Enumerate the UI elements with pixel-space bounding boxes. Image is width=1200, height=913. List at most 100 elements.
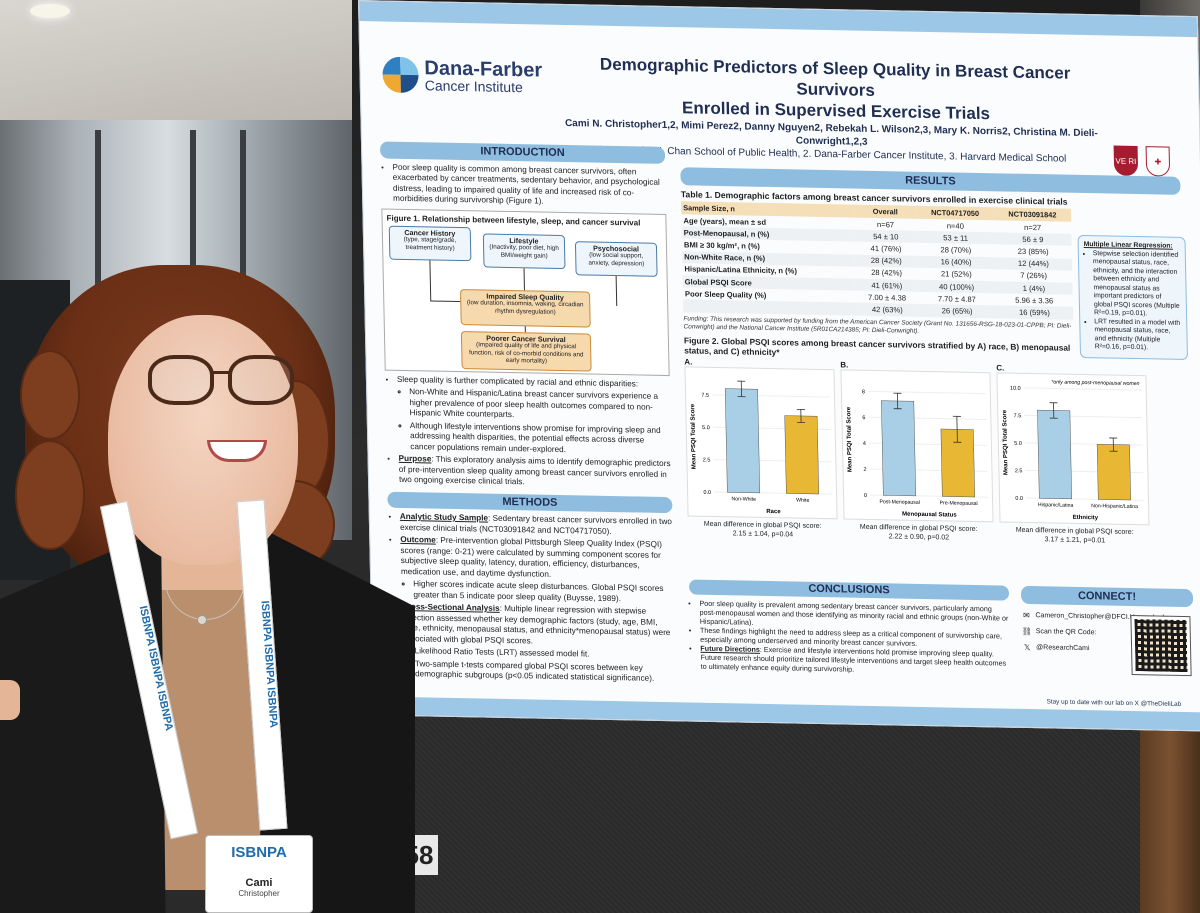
connector (429, 259, 432, 300)
category-label: Post-Menopausal (879, 499, 919, 506)
chart-panel-2: C. 0.0 2.5 5.0 7.5 10.0 Mean PSQI Total Score H… (996, 363, 1150, 546)
y-tick-label: 8 (862, 389, 865, 395)
mlr-bullet-2: LRT resulted in a model with menopausal … (1094, 318, 1182, 354)
hms-shield-icon: ✚ (1145, 146, 1171, 177)
node-psychosocial: Psychosocial (low social support, anxiety… (574, 240, 658, 277)
intro-sub-1: Non-White and Hispanic/Latina breast can… (409, 387, 671, 424)
table-1: Sample Size, n Overall NCT04717050 NCT03091… (681, 201, 1074, 320)
board-texture (400, 700, 1150, 913)
x-icon: 𝕏 (1023, 642, 1031, 652)
x-axis-label: Race (766, 508, 781, 514)
results-column: RESULTS Table 1. Demographic factors amo… (680, 167, 1181, 544)
y-tick-label: 2.5 (1015, 468, 1023, 474)
error-bar (956, 415, 958, 442)
table-cell: 26 (65%) (918, 304, 996, 318)
y-tick-label: 7.5 (1014, 413, 1022, 419)
lens-right (228, 355, 294, 405)
connector (615, 275, 618, 306)
intro-bullet-1: Poor sleep quality is common among breas… (392, 162, 666, 209)
node-lifestyle: Lifestyle (Inactivity, poor diet, high BM… (482, 232, 566, 269)
left-column: INTRODUCTION Poor sleep quality is commo… (379, 141, 676, 686)
node-cancer-history: Cancer History (type, stage/grade, treatm… (388, 225, 472, 261)
grid-line (1023, 386, 1142, 391)
y-tick-label: 5.0 (1014, 440, 1022, 446)
pendant (197, 615, 207, 625)
y-tick-label: 0 (864, 492, 867, 498)
y-tick-label: 0.0 (703, 489, 711, 495)
methods-sample: Analytic Study Sample: Sedentary breast … (400, 512, 673, 538)
link-icon: ⛓ (1021, 626, 1032, 636)
chart-caption: Mean difference in global PSQI score: 3.1… (1000, 525, 1150, 546)
bar (881, 399, 917, 496)
bar (1096, 443, 1131, 500)
table-cell: 42 (63%) (856, 302, 919, 317)
hair-curl (15, 440, 85, 550)
grid-line (867, 390, 986, 394)
table-cell: 16 (59%) (995, 305, 1074, 320)
bar (1037, 409, 1072, 499)
methods-outcome: Outcome: Pre-intervention global Pittsbu… (400, 535, 674, 582)
methods-heading: METHODS (387, 491, 673, 514)
methods-outcome-sub: Higher scores indicate acute sleep distu… (413, 579, 674, 605)
y-tick-label: 7.5 (701, 392, 709, 398)
hand (0, 680, 20, 720)
lens-left (148, 355, 214, 405)
purpose-item: Purpose: This exploratory analysis aims … (398, 454, 672, 491)
y-tick-label: 0.0 (1015, 495, 1023, 501)
funding-note: Funding: This research was supported by … (683, 314, 1072, 335)
mlr-box: Multiple Linear Regression: Stepwise sel… (1077, 234, 1189, 360)
mlr-bullet-1: Stepwise selection identified menopausal… (1093, 250, 1181, 320)
glasses-bridge (212, 371, 230, 374)
x-handle: @ResearchCami (1036, 643, 1090, 652)
conclusions-heading: CONCLUSIONS (688, 579, 1010, 601)
figure-1: Figure 1. Relationship between lifestyle… (381, 207, 670, 376)
chart-svg: 0.0 2.5 5.0 7.5 Mean PSQI Total Score Non-Whi… (684, 365, 838, 519)
badge-name: Cami (245, 877, 273, 889)
connector (523, 267, 525, 290)
intro-sub-2: Although lifestyle interventions show pr… (410, 421, 672, 458)
y-tick-label: 6 (862, 415, 865, 421)
methods-analysis-sub-2: Two-sample t-tests compared global PSQI … (415, 659, 676, 685)
badge-logo: ISBNPA (231, 844, 287, 861)
research-poster: Dana-Farber Cancer Institute Demographic… (358, 0, 1200, 732)
lab-footer: Stay up to date with our lab on X @TheDi… (1046, 698, 1182, 708)
y-tick-label: 5.0 (702, 424, 710, 430)
y-tick-label: 10.0 (1010, 385, 1021, 391)
harvard-shields: VE RI ✚ (1113, 145, 1171, 177)
methods-analysis: Cross-Sectional Analysis: Multiple linea… (402, 602, 676, 649)
x-axis-label: Menopausal Status (902, 511, 957, 518)
connector (430, 299, 461, 302)
connect-heading: CONNECT! (1020, 585, 1194, 608)
conclusion-3: Future Directions: Exercise and lifestyl… (700, 644, 1010, 677)
bar (724, 387, 761, 493)
badge-surname: Christopher (238, 889, 280, 898)
y-axis-label: Mean PSQI Total Score (690, 403, 697, 469)
category-label: Non-Hispanic/Latina (1091, 503, 1138, 510)
qr-label: Scan the QR Code: (1035, 627, 1097, 636)
glasses (148, 355, 298, 415)
conclusions-section: CONCLUSIONS Poor sleep quality is preval… (688, 579, 1011, 677)
dana-farber-logo: Dana-Farber Cancer Institute (382, 56, 543, 95)
category-label: Hispanic/Latina (1038, 502, 1074, 509)
y-axis-label: Mean PSQI Total Score (1002, 409, 1009, 475)
node-poorer-survival: Poorer Cancer Survival (Impaired quality … (460, 330, 592, 372)
table-cell (683, 299, 857, 316)
email-icon: ✉ (1023, 610, 1030, 620)
y-tick-label: 4 (863, 441, 866, 447)
logo-mark-icon (382, 56, 419, 94)
y-tick-label: 2.5 (703, 457, 711, 463)
y-tick-label: 2 (863, 466, 866, 472)
hair-curl (20, 350, 80, 440)
connect-section: CONNECT! ✉ Cameron_Christopher@DFCI.Harv… (1020, 585, 1194, 677)
qr-code (1130, 614, 1192, 677)
chart-svg: 0.0 2.5 5.0 7.5 10.0 Mean PSQI Total Score His… (996, 371, 1150, 525)
face (108, 315, 298, 565)
category-label: Non-White (731, 496, 756, 502)
chart-svg: 0 2 4 6 8 Mean PSQI Total Score Post-Menopausa… (840, 368, 994, 522)
chart-panel-1: B. 0 2 4 6 8 Mean PSQI Total Score Post-Menopau… (840, 360, 994, 543)
node-impaired-sleep: Impaired Sleep Quality (low duration, ins… (459, 288, 591, 328)
table-header-1: Overall (853, 204, 917, 219)
poster-title: Demographic Predictors of Sleep Quality … (565, 53, 1106, 126)
chart-caption: Mean difference in global PSQI score: 2.2… (844, 522, 994, 543)
harvard-shield-icon: VE RI (1113, 145, 1139, 177)
